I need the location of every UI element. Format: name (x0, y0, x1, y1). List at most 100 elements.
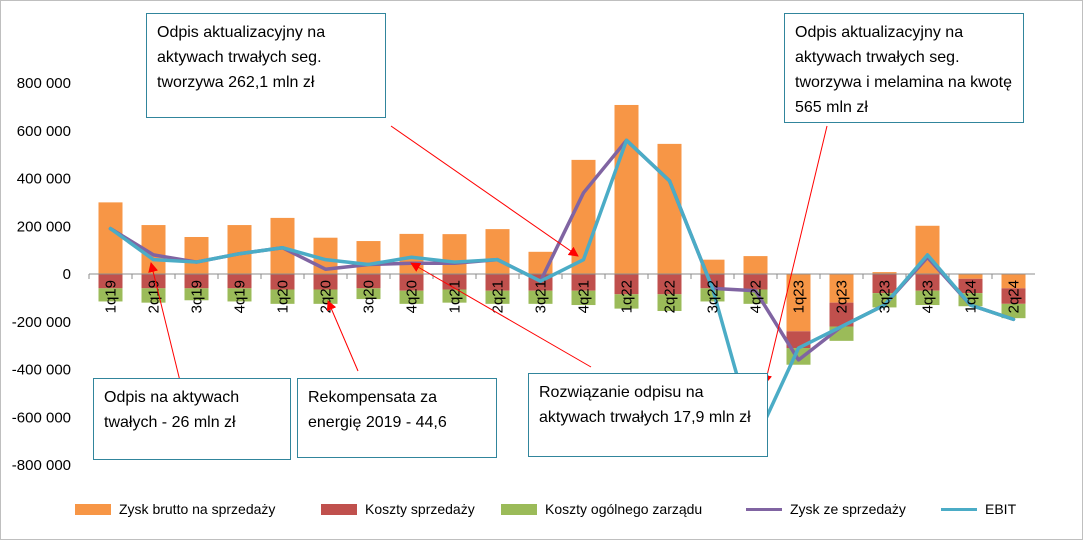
bar-1q20 (270, 289, 295, 304)
bar-2q22 (657, 274, 682, 295)
x-tick-label: 1q20 (275, 280, 292, 313)
bar-1q22 (614, 294, 639, 309)
legend-label: EBIT (985, 501, 1017, 517)
bar-3q21 (528, 290, 553, 304)
legend-label: Koszty ogólnego zarządu (545, 501, 703, 517)
bar-4q22 (743, 274, 768, 290)
bar-2q23 (829, 302, 854, 327)
legend-item-admin-costs: Koszty ogólnego zarządu (501, 501, 702, 517)
bar-series (98, 104, 1026, 365)
annotation-arrow (148, 262, 181, 382)
bar-4q21 (571, 274, 596, 291)
bar-1q22 (614, 104, 639, 274)
bar-4q20 (399, 290, 424, 304)
bar-1q24 (958, 278, 983, 294)
bar-4q23 (915, 290, 940, 306)
x-tick-label: 4q19 (232, 280, 249, 313)
x-tick-label: 3q19 (189, 280, 206, 313)
x-tick-label: 3q21 (533, 280, 550, 313)
legend-label: Koszty sprzedaży (365, 501, 475, 517)
y-tick-label: 800 000 (17, 75, 71, 92)
bar-1q24 (958, 274, 983, 279)
y-tick-label: -400 000 (12, 362, 71, 379)
bar-1q19 (98, 288, 123, 302)
x-tick-label: 4q23 (920, 280, 937, 313)
legend-item-ebit: EBIT (941, 501, 1016, 517)
x-tick-label: 1q21 (447, 280, 464, 313)
bar-1q20 (270, 274, 295, 290)
bar-1q23 (786, 274, 811, 332)
annotation-arrow (326, 300, 359, 372)
y-tick-label: -800 000 (12, 457, 71, 474)
bar-3q20 (356, 274, 381, 289)
bar-3q23 (872, 272, 897, 274)
bar-3q20 (356, 241, 381, 274)
x-tick-label: 2q19 (146, 280, 163, 313)
y-tick-label: 400 000 (17, 171, 71, 188)
x-tick-label: 2q22 (662, 280, 679, 313)
legend-swatch (501, 503, 537, 515)
legend-swatch (75, 503, 111, 515)
bar-2q20 (313, 274, 338, 290)
bar-1q21 (442, 289, 467, 303)
x-tick-label: 3q22 (705, 280, 722, 313)
bar-2q23 (829, 274, 854, 303)
legend-swatch (746, 507, 782, 511)
bar-3q20 (356, 288, 381, 300)
x-tick-label: 2q23 (834, 280, 851, 313)
x-tick-label: 4q21 (576, 280, 593, 313)
callout-impairment-q219: Odpis na aktywach twałych - 26 mln zł (93, 378, 291, 460)
bar-4q19 (227, 288, 252, 302)
x-tick-label: 2q20 (318, 280, 335, 313)
bar-3q19 (184, 236, 209, 274)
y-tick-label: 0 (63, 266, 71, 283)
bar-2q22 (657, 143, 682, 274)
bar-3q19 (184, 274, 209, 289)
bar-2q24 (1001, 303, 1026, 319)
bar-2q21 (485, 229, 510, 274)
annotation-arrow (410, 262, 592, 368)
x-tick-label: 1q24 (963, 280, 980, 313)
callout-impairment-reversal: Rozwiązanie odpisu na aktywach trwałych … (528, 373, 768, 457)
bar-2q24 (1001, 288, 1026, 304)
line-series (108, 138, 1016, 443)
x-tick-label: 4q22 (748, 280, 765, 313)
bar-1q20 (270, 217, 295, 274)
legend-item-selling-costs: Koszty sprzedaży (321, 501, 475, 517)
bar-4q21 (571, 290, 596, 306)
bar-2q19 (141, 274, 166, 289)
bar-4q22 (743, 256, 768, 274)
x-tick-label: 1q22 (619, 280, 636, 313)
legend-swatch (941, 507, 977, 511)
legend-label: Zysk ze sprzedaży (790, 501, 906, 517)
bar-3q22 (700, 288, 725, 302)
legend-item-gross-profit: Zysk brutto na sprzedaży (75, 501, 275, 517)
bar-4q20 (399, 274, 424, 291)
callout-impairment-q422: Odpis aktualizacyjny na aktywach trwałyc… (784, 13, 1024, 123)
callout-impairment-q321: Odpis aktualizacyjny na aktywach trwałyc… (146, 13, 386, 118)
bar-2q21 (485, 274, 510, 291)
bar-1q21 (442, 274, 467, 290)
bar-4q19 (227, 225, 252, 274)
bar-1q22 (614, 274, 639, 295)
x-tick-label: 2q21 (490, 280, 507, 313)
x-tick-label: 1q23 (791, 280, 808, 313)
x-axis-tick-labels: 1q19 2q19 3q19 4q19 1q20 2q20 3q20 4q20 1q21 2q21… (103, 280, 1023, 313)
bar-1q21 (442, 234, 467, 274)
x-tick-label: 2q24 (1006, 280, 1023, 313)
y-tick-label: -600 000 (12, 409, 71, 426)
annotation-arrows (148, 125, 828, 385)
legend-label: Zysk brutto na sprzedaży (119, 501, 276, 517)
legend-item-sales-profit: Zysk ze sprzedaży (746, 501, 906, 517)
bar-3q23 (872, 274, 897, 294)
annotation-arrow (762, 125, 828, 385)
x-tick-label: 3q20 (361, 280, 378, 313)
bar-4q23 (915, 274, 940, 291)
y-tick-label: 200 000 (17, 218, 71, 235)
y-tick-label: -200 000 (12, 314, 71, 331)
bar-2q24 (1001, 274, 1026, 289)
bar-4q19 (227, 274, 252, 289)
line-ebit (108, 138, 1016, 443)
